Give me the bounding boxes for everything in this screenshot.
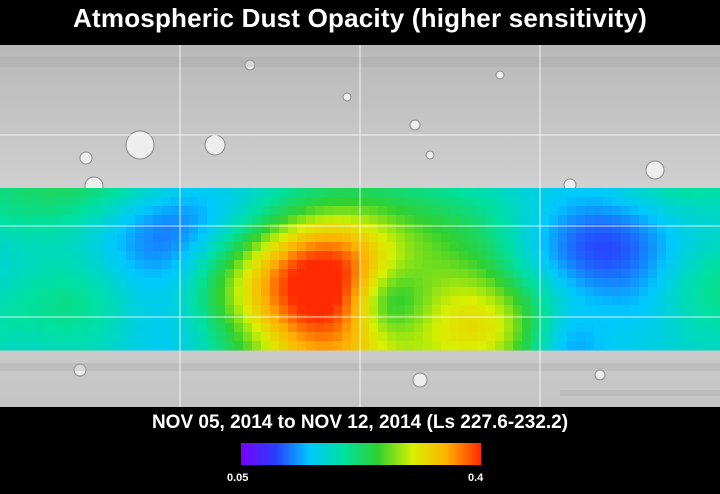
colorbar: [241, 443, 481, 465]
colorbar-min-label: 0.05: [227, 472, 249, 484]
date-range-label: NOV 05, 2014 to NOV 12, 2014 (Ls 227.6-2…: [151, 412, 569, 433]
lat-lon-grid: [0, 45, 720, 407]
dust-opacity-map: [0, 45, 720, 407]
colorbar-max-label: 0.4: [468, 472, 484, 484]
map-title: Atmospheric Dust Opacity (higher sensiti…: [73, 3, 647, 33]
dust-opacity-band: [0, 188, 720, 351]
